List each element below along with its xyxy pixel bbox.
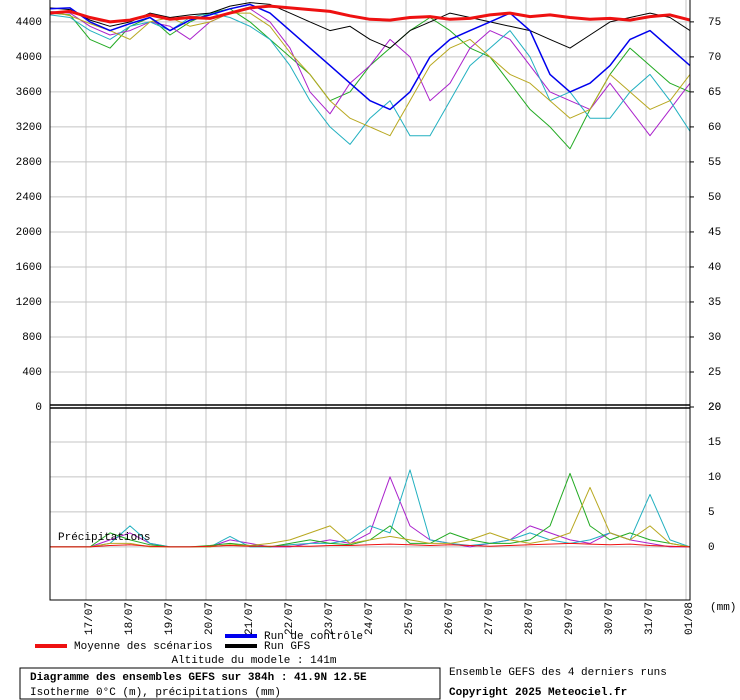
y-tick-label: 3200: [16, 122, 42, 134]
x-tick-label: 20/07: [204, 602, 216, 635]
y-tick-label: 0: [708, 542, 715, 554]
series-line: [50, 4, 690, 24]
y2-tick-label: 50: [708, 192, 721, 204]
y-tick-label: 2400: [16, 192, 42, 204]
y-tick-label: 800: [22, 332, 42, 344]
y-tick-label: 4000: [16, 52, 42, 64]
series-group: [50, 469, 690, 548]
y2-tick-label: 70: [708, 52, 721, 64]
y2-tick-label: 60: [708, 122, 721, 134]
y2-tick-label: 40: [708, 262, 721, 274]
y2-tick-label: 65: [708, 87, 721, 99]
series-line: [50, 12, 690, 145]
y-tick-label: 5: [708, 507, 715, 519]
y2-tick-label: 25: [708, 367, 721, 379]
x-tick-label: 21/07: [244, 602, 256, 635]
x-tick-label: 18/07: [124, 602, 136, 635]
y-tick-label: 2800: [16, 157, 42, 169]
y2-tick-label: 55: [708, 157, 721, 169]
y-tick-label: 3600: [16, 87, 42, 99]
x-tick-label: 17/07: [84, 602, 96, 635]
series-line: [50, 542, 690, 548]
x-tick-label: 23/07: [324, 602, 336, 635]
y-tick-label: 10: [708, 472, 721, 484]
x-tick-label: 31/07: [644, 602, 656, 635]
series-line: [50, 3, 690, 111]
legend-label: Run de contrôle: [264, 631, 363, 643]
title-box: [19, 667, 441, 700]
plot-frame: [49, 0, 691, 601]
x-tick-label: 01/08: [684, 602, 696, 635]
annotation: Ensemble GEFS des 4 derniers runs: [449, 667, 667, 679]
x-tick-label: 24/07: [364, 602, 376, 635]
legend-label: Run GFS: [264, 641, 311, 653]
chart-title: Diagramme des ensembles GEFS sur 384h : …: [30, 672, 367, 684]
y2-tick-label: 20: [708, 402, 721, 414]
series-line: [50, 469, 690, 548]
y-unit-label: (mm): [710, 602, 736, 614]
y-tick-label: 4400: [16, 17, 42, 29]
y-tick-label: 1200: [16, 297, 42, 309]
series-group: [50, 2, 690, 150]
chart-subtitle: Isotherme 0°C (m), précipitations (mm): [30, 687, 281, 699]
y-tick-label: 0: [35, 402, 42, 414]
y-tick-label: 400: [22, 367, 42, 379]
x-tick-label: 22/07: [284, 602, 296, 635]
series-line: [50, 2, 690, 49]
y-tick-label: 2000: [16, 227, 42, 239]
series-line: [50, 10, 690, 137]
y-tick-label: 15: [708, 437, 721, 449]
y-tick-label: 20: [708, 402, 721, 414]
x-tick-label: 30/07: [604, 602, 616, 635]
legend-label: Moyenne des scénarios: [74, 641, 213, 653]
annotation: Copyright 2025 Meteociel.fr: [449, 687, 627, 699]
x-tick-label: 27/07: [484, 602, 496, 635]
x-tick-label: 29/07: [564, 602, 576, 635]
y2-tick-label: 30: [708, 332, 721, 344]
y-tick-label: 1600: [16, 262, 42, 274]
y2-tick-label: 45: [708, 227, 721, 239]
x-tick-label: 26/07: [444, 602, 456, 635]
annotation: Altitude du modele : 141m: [171, 655, 336, 667]
precip-label: Précipitations: [58, 532, 150, 544]
x-tick-label: 19/07: [164, 602, 176, 635]
x-tick-label: 25/07: [404, 602, 416, 635]
y2-tick-label: 75: [708, 17, 721, 29]
x-tick-label: 28/07: [524, 602, 536, 635]
y2-tick-label: 35: [708, 297, 721, 309]
series-line: [50, 8, 690, 137]
